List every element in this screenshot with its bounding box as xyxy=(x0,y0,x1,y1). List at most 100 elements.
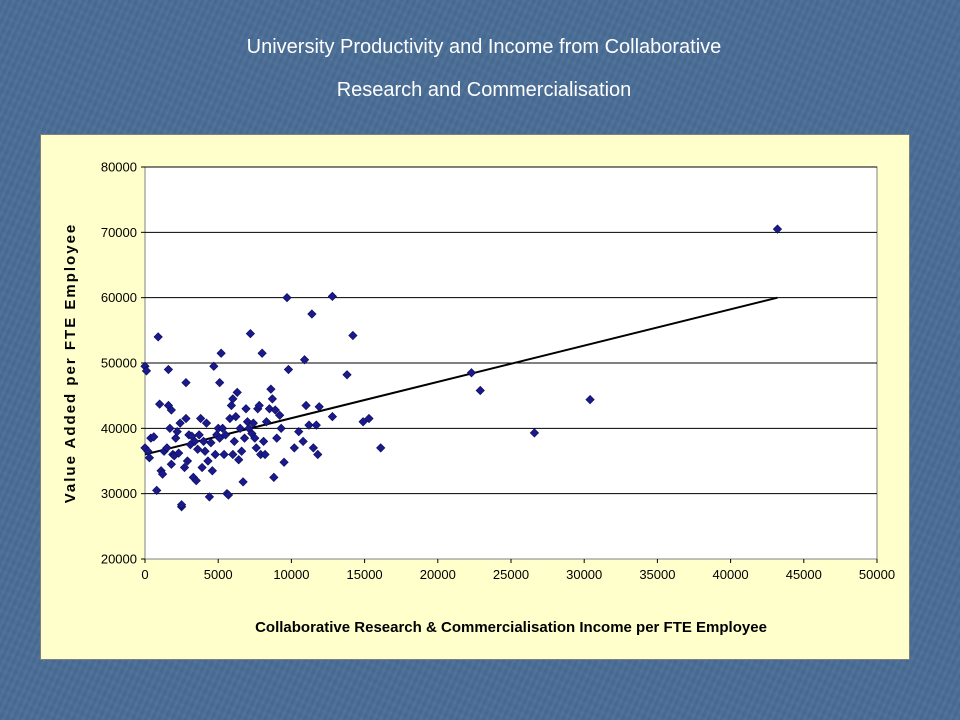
data-point xyxy=(376,443,386,453)
x-axis-ticks: 0 5000 10000 15000 20000 25000 30000 35000 40000… xyxy=(141,559,895,582)
data-point xyxy=(529,428,540,438)
data-point xyxy=(216,348,226,358)
data-point xyxy=(220,430,231,440)
slide-title-line2: Research and Commercialisation xyxy=(336,79,632,101)
data-point xyxy=(239,433,250,443)
data-point xyxy=(163,364,174,375)
data-point xyxy=(207,466,217,476)
y-tick-label: 70000 xyxy=(101,225,137,240)
data-point xyxy=(282,293,292,303)
data-point xyxy=(215,377,225,388)
x-tick-label: 45000 xyxy=(786,567,822,582)
data-point xyxy=(219,449,229,460)
data-point xyxy=(166,405,176,415)
data-point xyxy=(197,462,207,473)
data-point xyxy=(190,436,200,447)
data-point xyxy=(251,443,261,453)
data-point xyxy=(217,423,228,433)
data-point xyxy=(155,399,165,409)
data-point xyxy=(196,413,206,424)
y-axis-label: Value Added per FTE Employee xyxy=(62,223,79,504)
data-point xyxy=(166,459,176,469)
data-point xyxy=(228,449,238,460)
y-tick-label: 60000 xyxy=(101,290,137,305)
y-tick-label: 30000 xyxy=(101,486,137,501)
data-point xyxy=(231,411,241,422)
data-point xyxy=(258,436,269,447)
y-axis-ticks: 20000 30000 40000 50000 60000 70000 80000 xyxy=(101,160,145,567)
data-point xyxy=(267,394,277,404)
data-point xyxy=(294,426,304,437)
x-tick-label: 10000 xyxy=(273,567,309,582)
data-point xyxy=(193,444,203,454)
data-point xyxy=(238,477,248,487)
gridlines xyxy=(145,166,877,495)
x-tick-label: 30000 xyxy=(566,567,602,582)
data-point xyxy=(248,418,258,428)
data-point xyxy=(275,410,285,420)
data-point xyxy=(342,370,352,380)
data-point xyxy=(152,485,162,496)
data-point xyxy=(475,385,485,396)
data-point xyxy=(226,400,237,411)
data-point xyxy=(313,449,323,460)
data-point xyxy=(176,500,187,510)
x-tick-label: 0 xyxy=(141,567,148,582)
chart-area: 0 5000 10000 15000 20000 25000 30000 35000 40000… xyxy=(40,134,910,660)
data-point xyxy=(276,423,286,433)
data-point xyxy=(228,394,238,404)
data-point xyxy=(348,330,358,341)
data-point xyxy=(191,475,201,486)
data-point xyxy=(289,443,299,453)
data-point xyxy=(308,443,318,453)
data-point xyxy=(270,405,280,415)
x-tick-label: 5000 xyxy=(204,567,233,582)
data-point xyxy=(165,423,175,433)
data-point xyxy=(241,404,251,414)
data-point xyxy=(261,417,272,427)
data-point xyxy=(260,449,270,460)
data-point xyxy=(210,449,220,460)
data-point xyxy=(179,462,190,473)
data-point xyxy=(772,224,783,234)
data-point xyxy=(181,413,191,424)
data-point xyxy=(299,355,310,365)
data-point xyxy=(236,446,247,456)
data-point xyxy=(144,453,155,463)
data-points xyxy=(140,224,783,512)
data-point xyxy=(358,417,368,427)
data-point xyxy=(279,457,289,467)
data-point xyxy=(182,456,193,466)
x-tick-label: 20000 xyxy=(420,567,456,582)
data-point xyxy=(266,384,276,394)
data-point xyxy=(314,402,324,412)
data-point xyxy=(232,387,242,398)
x-tick-label: 25000 xyxy=(493,567,529,582)
data-point xyxy=(311,420,321,430)
y-tick-label: 40000 xyxy=(101,421,137,436)
data-point xyxy=(235,423,245,433)
data-point xyxy=(466,368,477,378)
data-point xyxy=(203,456,213,466)
data-point xyxy=(250,433,260,443)
data-point xyxy=(254,400,264,411)
x-tick-label: 50000 xyxy=(859,567,895,582)
x-axis-label: Collaborative Research & Commercialisati… xyxy=(255,619,767,636)
data-point xyxy=(269,472,279,482)
data-point xyxy=(206,438,216,448)
data-point xyxy=(283,364,294,375)
data-point xyxy=(215,433,225,443)
data-point xyxy=(304,420,314,430)
data-point xyxy=(175,418,185,428)
data-point xyxy=(201,418,212,428)
x-tick-label: 35000 xyxy=(639,567,675,582)
data-point xyxy=(585,394,595,405)
data-point xyxy=(298,436,308,447)
data-point xyxy=(327,291,338,301)
scatter-chart: 0 5000 10000 15000 20000 25000 30000 35000 40000… xyxy=(62,160,895,637)
slide-title-line1: University Productivity and Income from … xyxy=(246,36,722,58)
data-point xyxy=(174,448,184,458)
data-point xyxy=(204,492,215,502)
data-point xyxy=(272,433,282,443)
data-point xyxy=(234,455,244,465)
